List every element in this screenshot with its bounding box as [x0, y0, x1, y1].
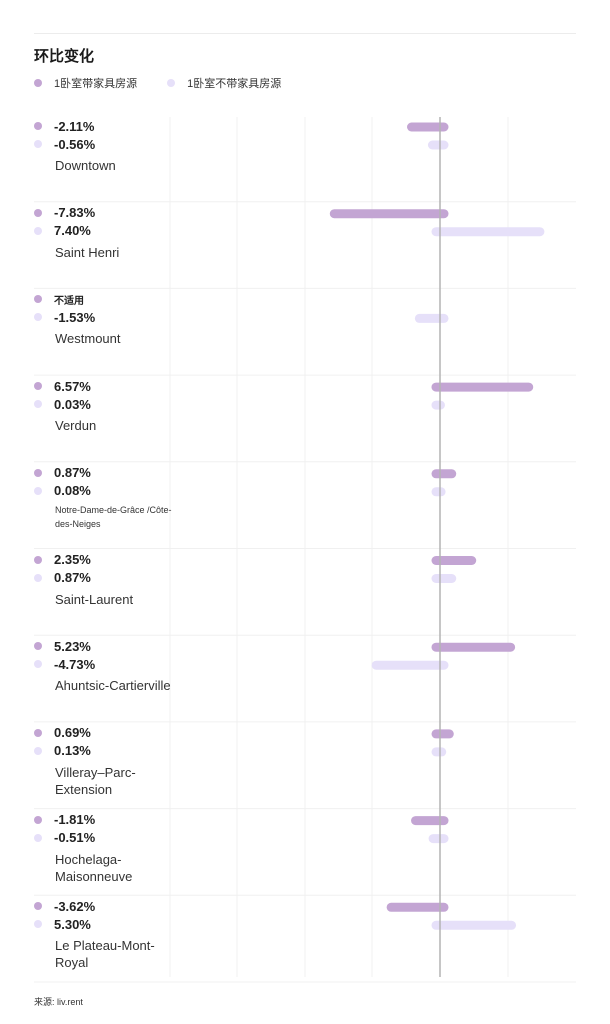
dot-series2: [34, 660, 42, 669]
dot-series1: [34, 122, 42, 130]
dot-series1: [34, 295, 42, 304]
row-1: -2.11% -0.56% Downtown: [34, 117, 174, 174]
value-series1: -1.81%: [34, 811, 174, 829]
value-series2-text: 0.08%: [54, 483, 91, 499]
value-series1: 不适用: [34, 290, 174, 308]
legend-label-series1: 1卧室带家具房源: [54, 78, 138, 90]
chart-title: 环比变化: [34, 48, 95, 65]
category-label: Saint-Laurent: [55, 591, 134, 607]
dot-series2: [34, 400, 42, 409]
value-series1: 6.57%: [34, 377, 174, 395]
value-series1: 5.23%: [34, 637, 174, 655]
value-series1-text: 5.23%: [54, 638, 91, 654]
top-divider: [34, 33, 576, 34]
row-8: 0.69% 0.13% Villeray–Parc-Extension: [34, 724, 174, 798]
dot-series2: [34, 226, 42, 235]
legend-dot-series1: [34, 79, 42, 87]
value-series2-text: -4.73%: [54, 656, 96, 672]
source-note: 来源: liv.rent: [34, 997, 83, 1007]
value-series1-text: 2.35%: [54, 552, 91, 567]
dot-series2: [34, 573, 42, 582]
row-2: -7.83% 7.40% Saint Henri: [34, 204, 174, 261]
category-label: Saint Henri: [55, 244, 120, 260]
category-label: Ahuntsic-Cartierville: [55, 678, 171, 694]
legend-item-series2: 1卧室不带家具房源: [167, 75, 281, 91]
value-series2: -1.53%: [34, 308, 174, 326]
dot-series1: [34, 642, 42, 651]
value-series1: 0.87%: [34, 464, 174, 482]
value-series2-text: 0.13%: [54, 743, 91, 759]
dot-series1: [34, 902, 42, 911]
value-series1-text: 0.87%: [54, 465, 91, 481]
value-series2-text: -0.56%: [54, 136, 96, 152]
value-series1-text: 不适用: [54, 295, 84, 307]
value-series2: 0.13%: [34, 742, 174, 760]
value-series1-text: -7.83%: [54, 205, 96, 221]
category-label: Notre-Dame-de-Grâce /Côte-des-Neiges: [55, 504, 172, 529]
legend-label-series2: 1卧室不带家具房源: [187, 78, 282, 90]
value-series2-text: -1.53%: [54, 309, 96, 325]
dot-series1: [34, 728, 42, 737]
value-series1-text: -3.62%: [54, 898, 96, 914]
dot-series1: [34, 815, 42, 824]
value-series2: -0.51%: [34, 829, 174, 847]
value-series1: -7.83%: [34, 204, 174, 222]
value-series2: 7.40%: [34, 222, 174, 240]
dot-series2: [34, 140, 42, 148]
row-4: 6.57% 0.03% Verdun: [34, 377, 174, 434]
category-label: Downtown: [55, 158, 116, 173]
legend: 1卧室带家具房源 1卧室不带家具房源: [34, 75, 311, 91]
dot-series2: [34, 920, 42, 929]
value-series2: -0.56%: [34, 135, 174, 153]
value-series2-text: -0.51%: [54, 830, 96, 846]
value-series2-text: 7.40%: [54, 223, 91, 239]
value-series1: 2.35%: [34, 551, 174, 569]
value-series2: -4.73%: [34, 655, 174, 673]
dot-series1: [34, 208, 42, 217]
legend-item-series1: 1卧室带家具房源: [34, 75, 137, 91]
dot-series1: [34, 555, 42, 564]
category-label: Villeray–Parc-Extension: [55, 764, 136, 797]
value-series2-text: 5.30%: [54, 916, 91, 932]
value-series2: 0.08%: [34, 482, 174, 500]
row-10: -3.62% 5.30% Le Plateau-Mont-Royal: [34, 897, 174, 971]
row-7: 5.23% -4.73% Ahuntsic-Cartierville: [34, 637, 174, 694]
legend-dot-series2: [167, 79, 176, 87]
value-series2: 0.87%: [34, 569, 174, 587]
value-series2-text: 0.03%: [54, 396, 91, 412]
value-series1-text: -1.81%: [54, 812, 96, 828]
value-series1-text: 6.57%: [54, 378, 91, 394]
dot-series2: [34, 486, 42, 495]
value-series2: 5.30%: [34, 915, 174, 933]
value-series2: 0.03%: [34, 395, 174, 413]
row-9: -1.81% -0.51% Hochelaga-Maisonneuve: [34, 811, 174, 885]
value-series2-text: 0.87%: [54, 570, 91, 585]
category-label: Le Plateau-Mont-Royal: [55, 938, 155, 971]
row-5: 0.87% 0.08% Notre-Dame-de-Grâce /Côte-des-…: [34, 464, 174, 531]
value-series1-text: 0.69%: [54, 725, 91, 741]
category-label: Verdun: [55, 418, 97, 434]
dot-series2: [34, 746, 42, 755]
dot-series1: [34, 382, 42, 391]
category-label: Westmount: [55, 331, 121, 347]
category-label: Hochelaga-Maisonneuve: [55, 851, 133, 884]
row-3: 不适用 -1.53% Westmount: [34, 290, 174, 347]
value-series1-text: -2.11%: [54, 118, 95, 134]
dot-series1: [34, 468, 42, 477]
value-series1: 0.69%: [34, 724, 174, 742]
dot-series2: [34, 833, 42, 842]
value-series1: -2.11%: [34, 117, 174, 135]
dot-series2: [34, 313, 42, 322]
value-series1: -3.62%: [34, 897, 174, 915]
row-6: 2.35% 0.87% Saint-Laurent: [34, 551, 174, 608]
